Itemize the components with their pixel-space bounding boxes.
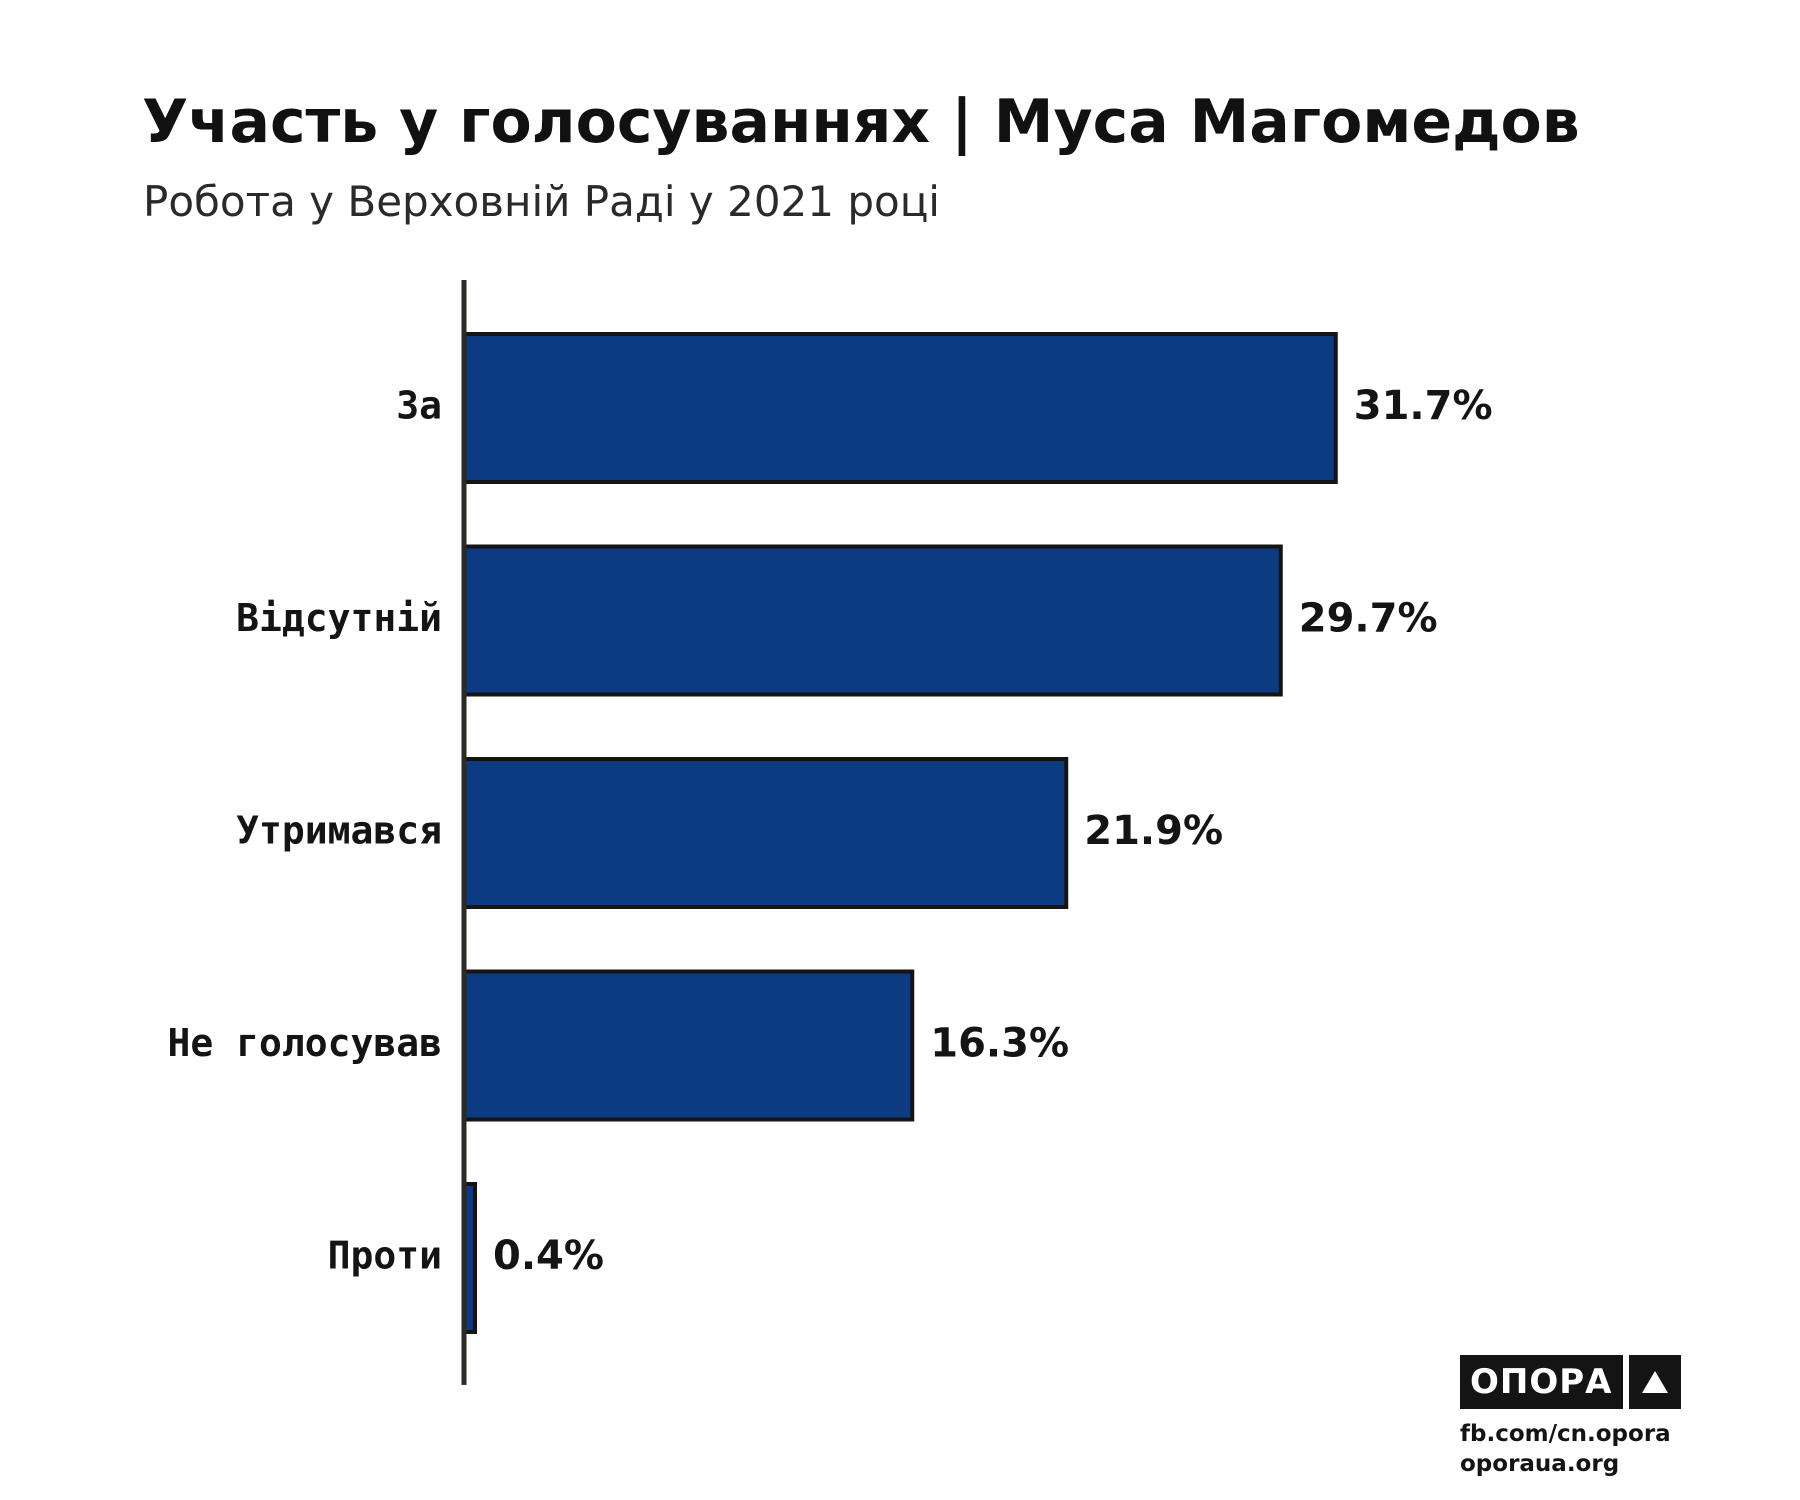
bar-1 [462,544,1283,697]
value-label: 16.3% [930,1021,1069,1067]
website-link[interactable]: oporaua.org [1460,1451,1620,1477]
facebook-link[interactable]: fb.com/cn.opora [1460,1421,1671,1447]
value-label: 21.9% [1084,808,1223,854]
bar-0 [462,332,1338,484]
chart-title: Участь у голосуваннях | Муса Магомедов [142,87,1580,157]
category-label: Не голосував [167,1021,442,1065]
logo-text: ОПОРА [1460,1355,1623,1409]
category-label: Проти [328,1234,442,1278]
value-label: 29.7% [1299,596,1438,642]
logo-badge: ОПОРА [1460,1355,1690,1409]
triangle-icon [1628,1355,1681,1409]
value-label: 31.7% [1354,383,1493,429]
category-label: Утримався [236,809,442,853]
bar-3 [462,969,915,1122]
chart-subtitle: Робота у Верховній Раді у 2021 році [143,177,940,226]
triangle-icon-glyph [1641,1371,1668,1393]
value-label: 0.4% [493,1233,604,1279]
category-label: Відсутній [236,596,442,640]
category-label: За [396,384,442,428]
bar-2 [462,757,1069,909]
opora-logo: ОПОРА fb.com/cn.opora oporaua.org [1460,1355,1690,1479]
